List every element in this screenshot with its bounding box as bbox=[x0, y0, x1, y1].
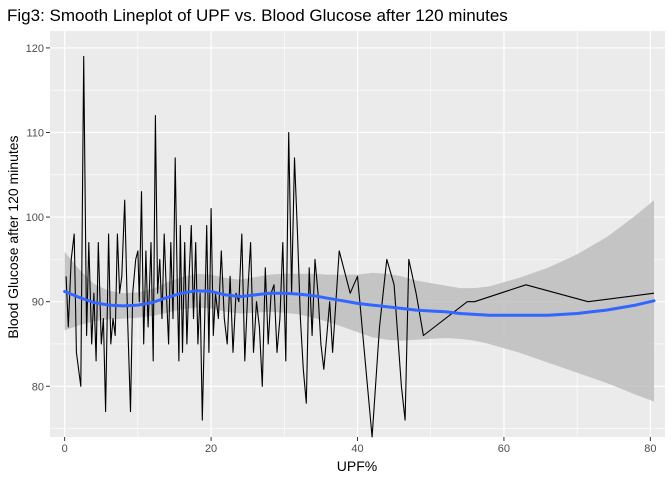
y-tick-label: 100 bbox=[26, 212, 44, 224]
y-axis-label: Blood Glucose after 120 minutes bbox=[5, 135, 21, 338]
chart-title: Fig3: Smooth Lineplot of UPF vs. Blood G… bbox=[7, 6, 508, 25]
x-tick-label: 80 bbox=[644, 443, 656, 455]
x-axis-label: UPF% bbox=[337, 458, 377, 474]
y-tick-label: 80 bbox=[32, 381, 44, 393]
y-tick-label: 90 bbox=[32, 297, 44, 309]
smooth-trend-line bbox=[63, 289, 656, 317]
x-tick-label: 60 bbox=[498, 443, 510, 455]
x-tick-label: 20 bbox=[205, 443, 217, 455]
x-tick-label: 0 bbox=[62, 443, 68, 455]
y-tick-label: 120 bbox=[26, 43, 44, 55]
y-axis-ticks: 80 90 100 110 120 bbox=[26, 43, 50, 393]
x-tick-label: 40 bbox=[351, 443, 363, 455]
raw-data-line bbox=[65, 55, 655, 438]
x-axis-ticks: 0 20 40 60 80 bbox=[62, 437, 656, 455]
y-tick-label: 110 bbox=[26, 128, 44, 140]
